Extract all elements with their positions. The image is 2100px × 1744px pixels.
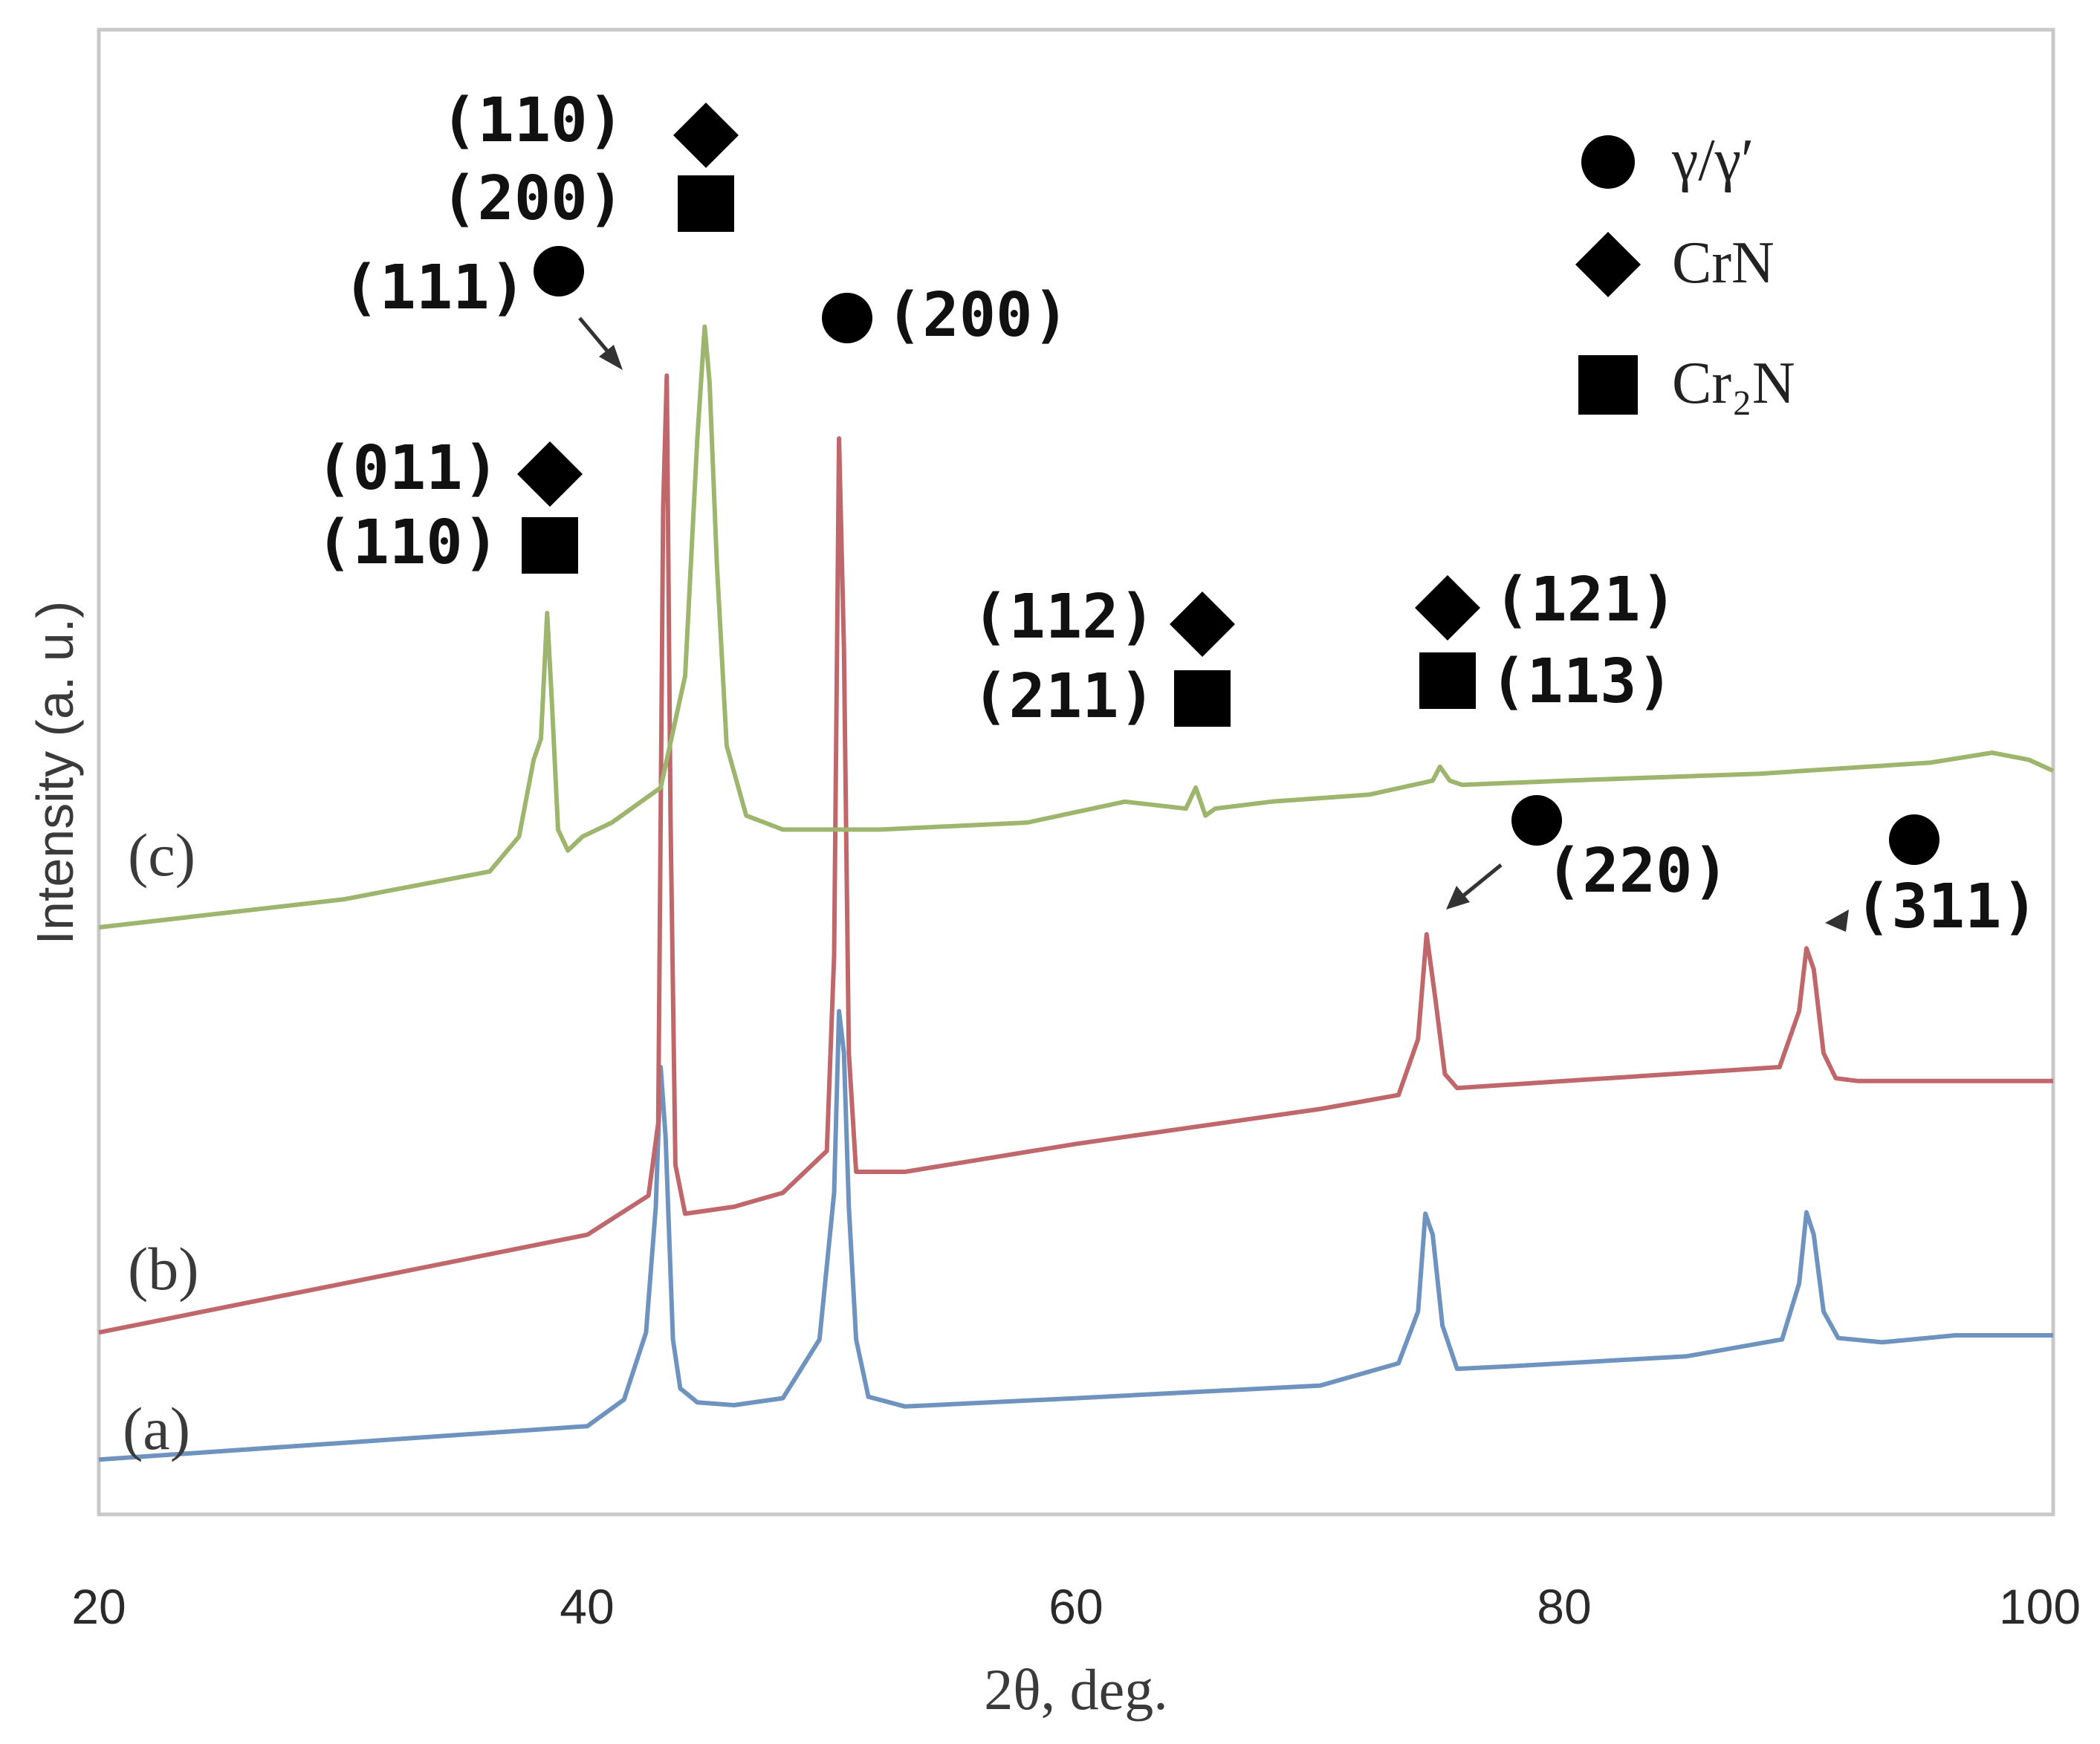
annotation-label: (111) [343,253,526,323]
legend-marker-circle [1581,135,1635,189]
legend-label-cr2n: Cr₂N [1672,351,1795,416]
annotation-label: (220) [1546,836,1729,907]
annotation-label: (110) [316,508,499,578]
annotation-label: (112) [972,582,1156,652]
annotation-label: (211) [972,661,1156,732]
y-axis-title: Intensity (a. u.) [26,601,84,945]
annotation-c-high-peak: (110) (200) [441,85,739,234]
annotation-c-mid-peak: (112) (211) [972,582,1235,732]
annotation-gamma-200: (200) [822,280,1069,351]
arrow-head [1825,910,1849,932]
annotation-label: (200) [441,163,624,234]
series-label-c: (c) [128,821,195,889]
legend-marker-diamond [1575,232,1641,297]
diamond-marker [673,103,739,168]
arrow-head [599,345,623,370]
annotation-label: (011) [316,433,499,504]
arrow-line [1459,863,1503,899]
annotation-label: (200) [886,280,1069,351]
x-axis-title: 2θ, deg. [984,1657,1167,1722]
annotation-gamma-220: (220) [1446,795,1729,910]
x-tick-label-100: 100 [1999,1579,2081,1634]
series-line-a [98,1008,2053,1462]
circle-marker [1511,795,1562,846]
x-tick-label-80: 80 [1537,1579,1591,1634]
annotation-c-75-peak: (121) (113) [1415,565,1677,717]
arrow-line [578,317,612,357]
circle-marker [822,293,872,343]
x-tick-label-40: 40 [560,1579,614,1634]
diamond-marker [517,441,583,507]
x-tick-label-20: 20 [71,1579,126,1634]
annotation-label: (121) [1494,565,1677,635]
annotation-label: (113) [1490,646,1673,717]
annotation-c-low-peak: (011) (110) [316,433,583,578]
square-marker [1174,670,1231,727]
x-tick-label-60: 60 [1049,1579,1103,1634]
legend-marker-square [1578,355,1638,415]
circle-marker [534,246,584,296]
legend-label-gamma: γ/γ′ [1671,128,1754,193]
square-marker [522,517,578,574]
annotation-gamma-311: (311) [1825,814,2038,942]
diamond-marker [1415,575,1480,641]
annotation-gamma-111: (111) [343,246,623,370]
diamond-marker [1170,591,1235,657]
square-marker [1419,652,1476,709]
legend: γ/γ′ CrN Cr₂N [1575,128,1795,416]
series-line-b [98,373,2053,1335]
series-label-a: (a) [123,1395,190,1462]
series-label-b: (b) [128,1235,199,1303]
legend-label-crn: CrN [1672,230,1775,296]
arrow-head [1446,886,1470,910]
annotation-label: (311) [1855,872,2038,942]
series-line-c [98,324,2055,930]
square-marker [678,175,734,232]
circle-marker [1889,814,1939,865]
annotation-label: (110) [441,85,624,156]
